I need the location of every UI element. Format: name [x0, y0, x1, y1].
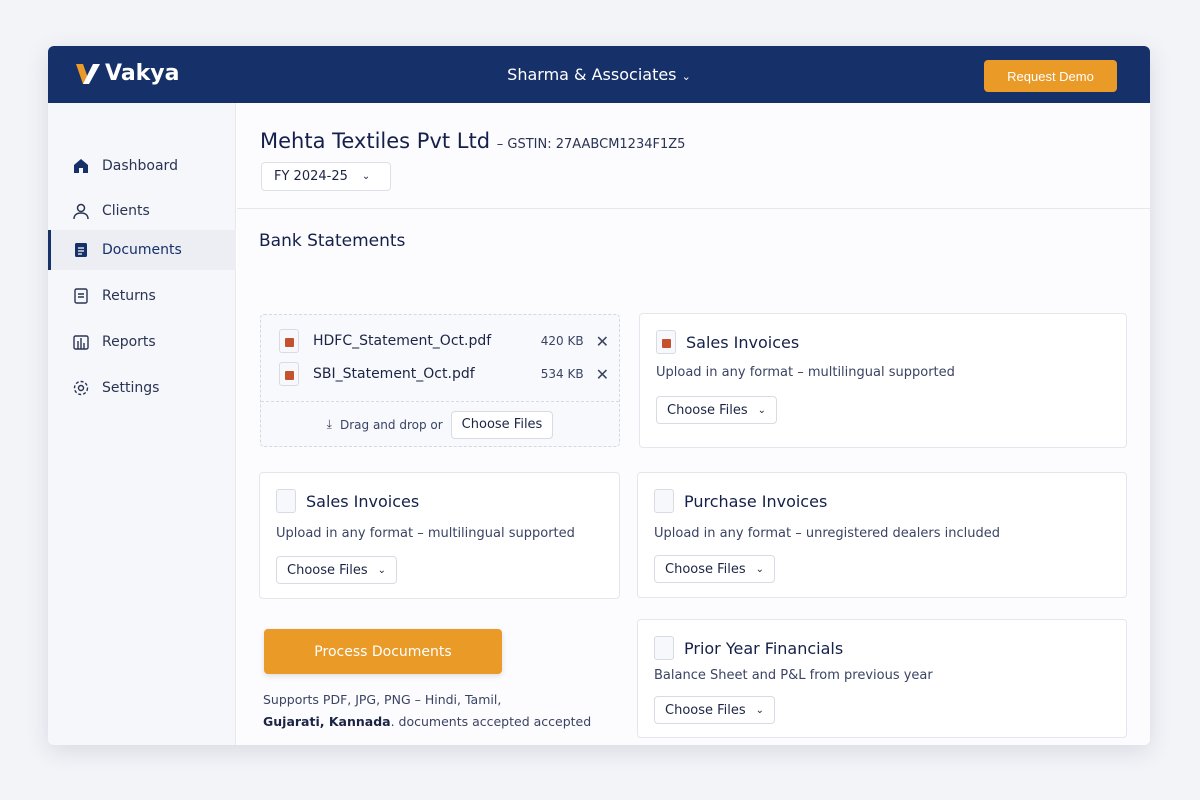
choose-files-dropdown[interactable]: Choose Files ⌄ — [654, 555, 776, 583]
sidebar-item-label: Documents — [102, 242, 182, 258]
card-title: Sales Invoices — [306, 491, 420, 511]
card-description: Balance Sheet and P&L from previous year — [654, 668, 933, 683]
chevron-down-icon: ⌄ — [755, 704, 765, 716]
sidebar-item-returns[interactable]: Returns — [48, 276, 236, 316]
file-icon — [654, 489, 674, 513]
gstin: – GSTIN: 27AABCM1234F1Z5 — [496, 137, 686, 152]
button-label: Choose Files — [665, 702, 746, 718]
note-languages: Gujarati, Kannada — [263, 714, 391, 729]
chevron-down-icon: ⌄ — [681, 70, 691, 83]
card-description: Upload in any format – multilingual supp… — [276, 526, 575, 541]
chevron-down-icon: ⌄ — [755, 563, 765, 575]
app-window: Vakya Sharma & Associates ⌄ Request Demo… — [48, 46, 1150, 745]
chevron-down-icon: ⌄ — [757, 404, 767, 416]
sidebar: Dashboard Clients Documents Returns Repo… — [48, 103, 236, 745]
documents-icon — [75, 243, 87, 257]
reports-icon — [73, 335, 89, 350]
pdf-file-icon — [656, 330, 676, 354]
fy-select[interactable]: FY 2024-25 ⌄ — [261, 162, 391, 191]
file-icon — [654, 636, 674, 660]
upload-card-prior-year: Prior Year Financials Balance Sheet and … — [637, 619, 1127, 738]
file-size: 420 KB — [540, 334, 584, 348]
button-label: Choose Files — [667, 402, 748, 418]
supported-formats-note: Supports PDF, JPG, PNG – Hindi, Tamil, Gu… — [263, 689, 593, 733]
button-label: Choose Files — [665, 561, 746, 577]
sidebar-item-dashboard[interactable]: Dashboard — [48, 146, 236, 186]
client-name: Mehta Textiles Pvt Ltd — [260, 129, 491, 153]
pdf-file-icon — [279, 362, 299, 386]
sidebar-item-label: Settings — [102, 380, 160, 396]
section-title: Bank Statements — [259, 231, 406, 251]
process-documents-button[interactable]: Process Documents — [264, 629, 502, 674]
sidebar-item-reports[interactable]: Reports — [48, 322, 236, 362]
card-title: Prior Year Financials — [684, 638, 844, 658]
file-name: HDFC_Statement_Oct.pdf — [313, 333, 492, 349]
upload-icon: ⤓ — [326, 417, 332, 431]
chevron-down-icon: ⌄ — [361, 171, 371, 182]
fy-value: FY 2024-25 — [274, 169, 348, 184]
pdf-file-icon — [279, 329, 299, 353]
drop-area[interactable]: ⤓ Drag and drop or Choose Files — [261, 401, 619, 447]
card-description: Upload in any format – multilingual supp… — [656, 365, 955, 380]
sidebar-item-settings[interactable]: Settings — [48, 368, 236, 408]
brand-name: Vakya — [105, 61, 180, 86]
divider — [237, 208, 1150, 209]
card-title: Purchase Invoices — [684, 491, 828, 511]
org-switcher[interactable]: Sharma & Associates ⌄ — [48, 65, 1150, 84]
upload-card-sales-invoices: Sales Invoices Upload in any format – mu… — [639, 313, 1127, 448]
file-size: 534 KB — [540, 367, 584, 381]
sidebar-item-label: Clients — [102, 203, 150, 219]
sidebar-item-clients[interactable]: Clients — [48, 191, 236, 231]
client-title: Mehta Textiles Pvt Ltd – GSTIN: 27AABCM1… — [260, 129, 685, 153]
remove-file-icon[interactable]: ✕ — [595, 364, 609, 384]
drop-text: Drag and drop or — [339, 417, 443, 432]
logo-icon — [76, 63, 100, 84]
sidebar-item-label: Dashboard — [102, 158, 178, 174]
main-content: Mehta Textiles Pvt Ltd – GSTIN: 27AABCM1… — [237, 103, 1150, 745]
file-icon — [276, 489, 296, 513]
upload-card-purchase-invoices: Purchase Invoices Upload in any format –… — [637, 472, 1127, 598]
note-line-1: Supports PDF, JPG, PNG – Hindi, Tamil, — [263, 692, 502, 707]
choose-files-dropdown[interactable]: Choose Files ⌄ — [656, 396, 778, 424]
top-header: Vakya Sharma & Associates ⌄ Request Demo — [48, 46, 1150, 103]
button-label: Choose Files — [287, 562, 368, 578]
org-name: Sharma & Associates — [507, 65, 677, 84]
logo[interactable]: Vakya — [75, 61, 180, 86]
request-demo-button[interactable]: Request Demo — [984, 60, 1117, 92]
sidebar-item-documents[interactable]: Documents — [48, 230, 236, 270]
choose-files-dropdown[interactable]: Choose Files ⌄ — [276, 556, 398, 584]
choose-files-dropdown[interactable]: Choose Files ⌄ — [654, 696, 776, 724]
choose-files-button[interactable]: Choose Files — [450, 410, 554, 439]
user-icon — [73, 203, 89, 220]
remove-file-icon[interactable]: ✕ — [595, 331, 609, 351]
file-name: SBI_Statement_Oct.pdf — [313, 366, 475, 382]
file-row: HDFC_Statement_Oct.pdf 420 KB ✕ — [279, 329, 609, 353]
card-description: Upload in any format – unregistered deal… — [654, 526, 1000, 541]
chevron-down-icon: ⌄ — [377, 564, 387, 576]
bank-dropzone[interactable]: HDFC_Statement_Oct.pdf 420 KB ✕ SBI_Statem… — [260, 314, 620, 447]
card-title: Sales Invoices — [686, 332, 800, 352]
home-icon — [74, 159, 88, 173]
sidebar-item-label: Returns — [102, 288, 156, 304]
note-line-2: . documents accepted accepted — [390, 714, 592, 729]
file-row: SBI_Statement_Oct.pdf 534 KB ✕ — [279, 362, 609, 386]
returns-icon — [74, 288, 88, 304]
upload-card-sales-invoices: Sales Invoices Upload in any format – mu… — [259, 472, 620, 599]
sidebar-item-label: Reports — [102, 334, 156, 350]
gear-icon — [73, 380, 89, 396]
